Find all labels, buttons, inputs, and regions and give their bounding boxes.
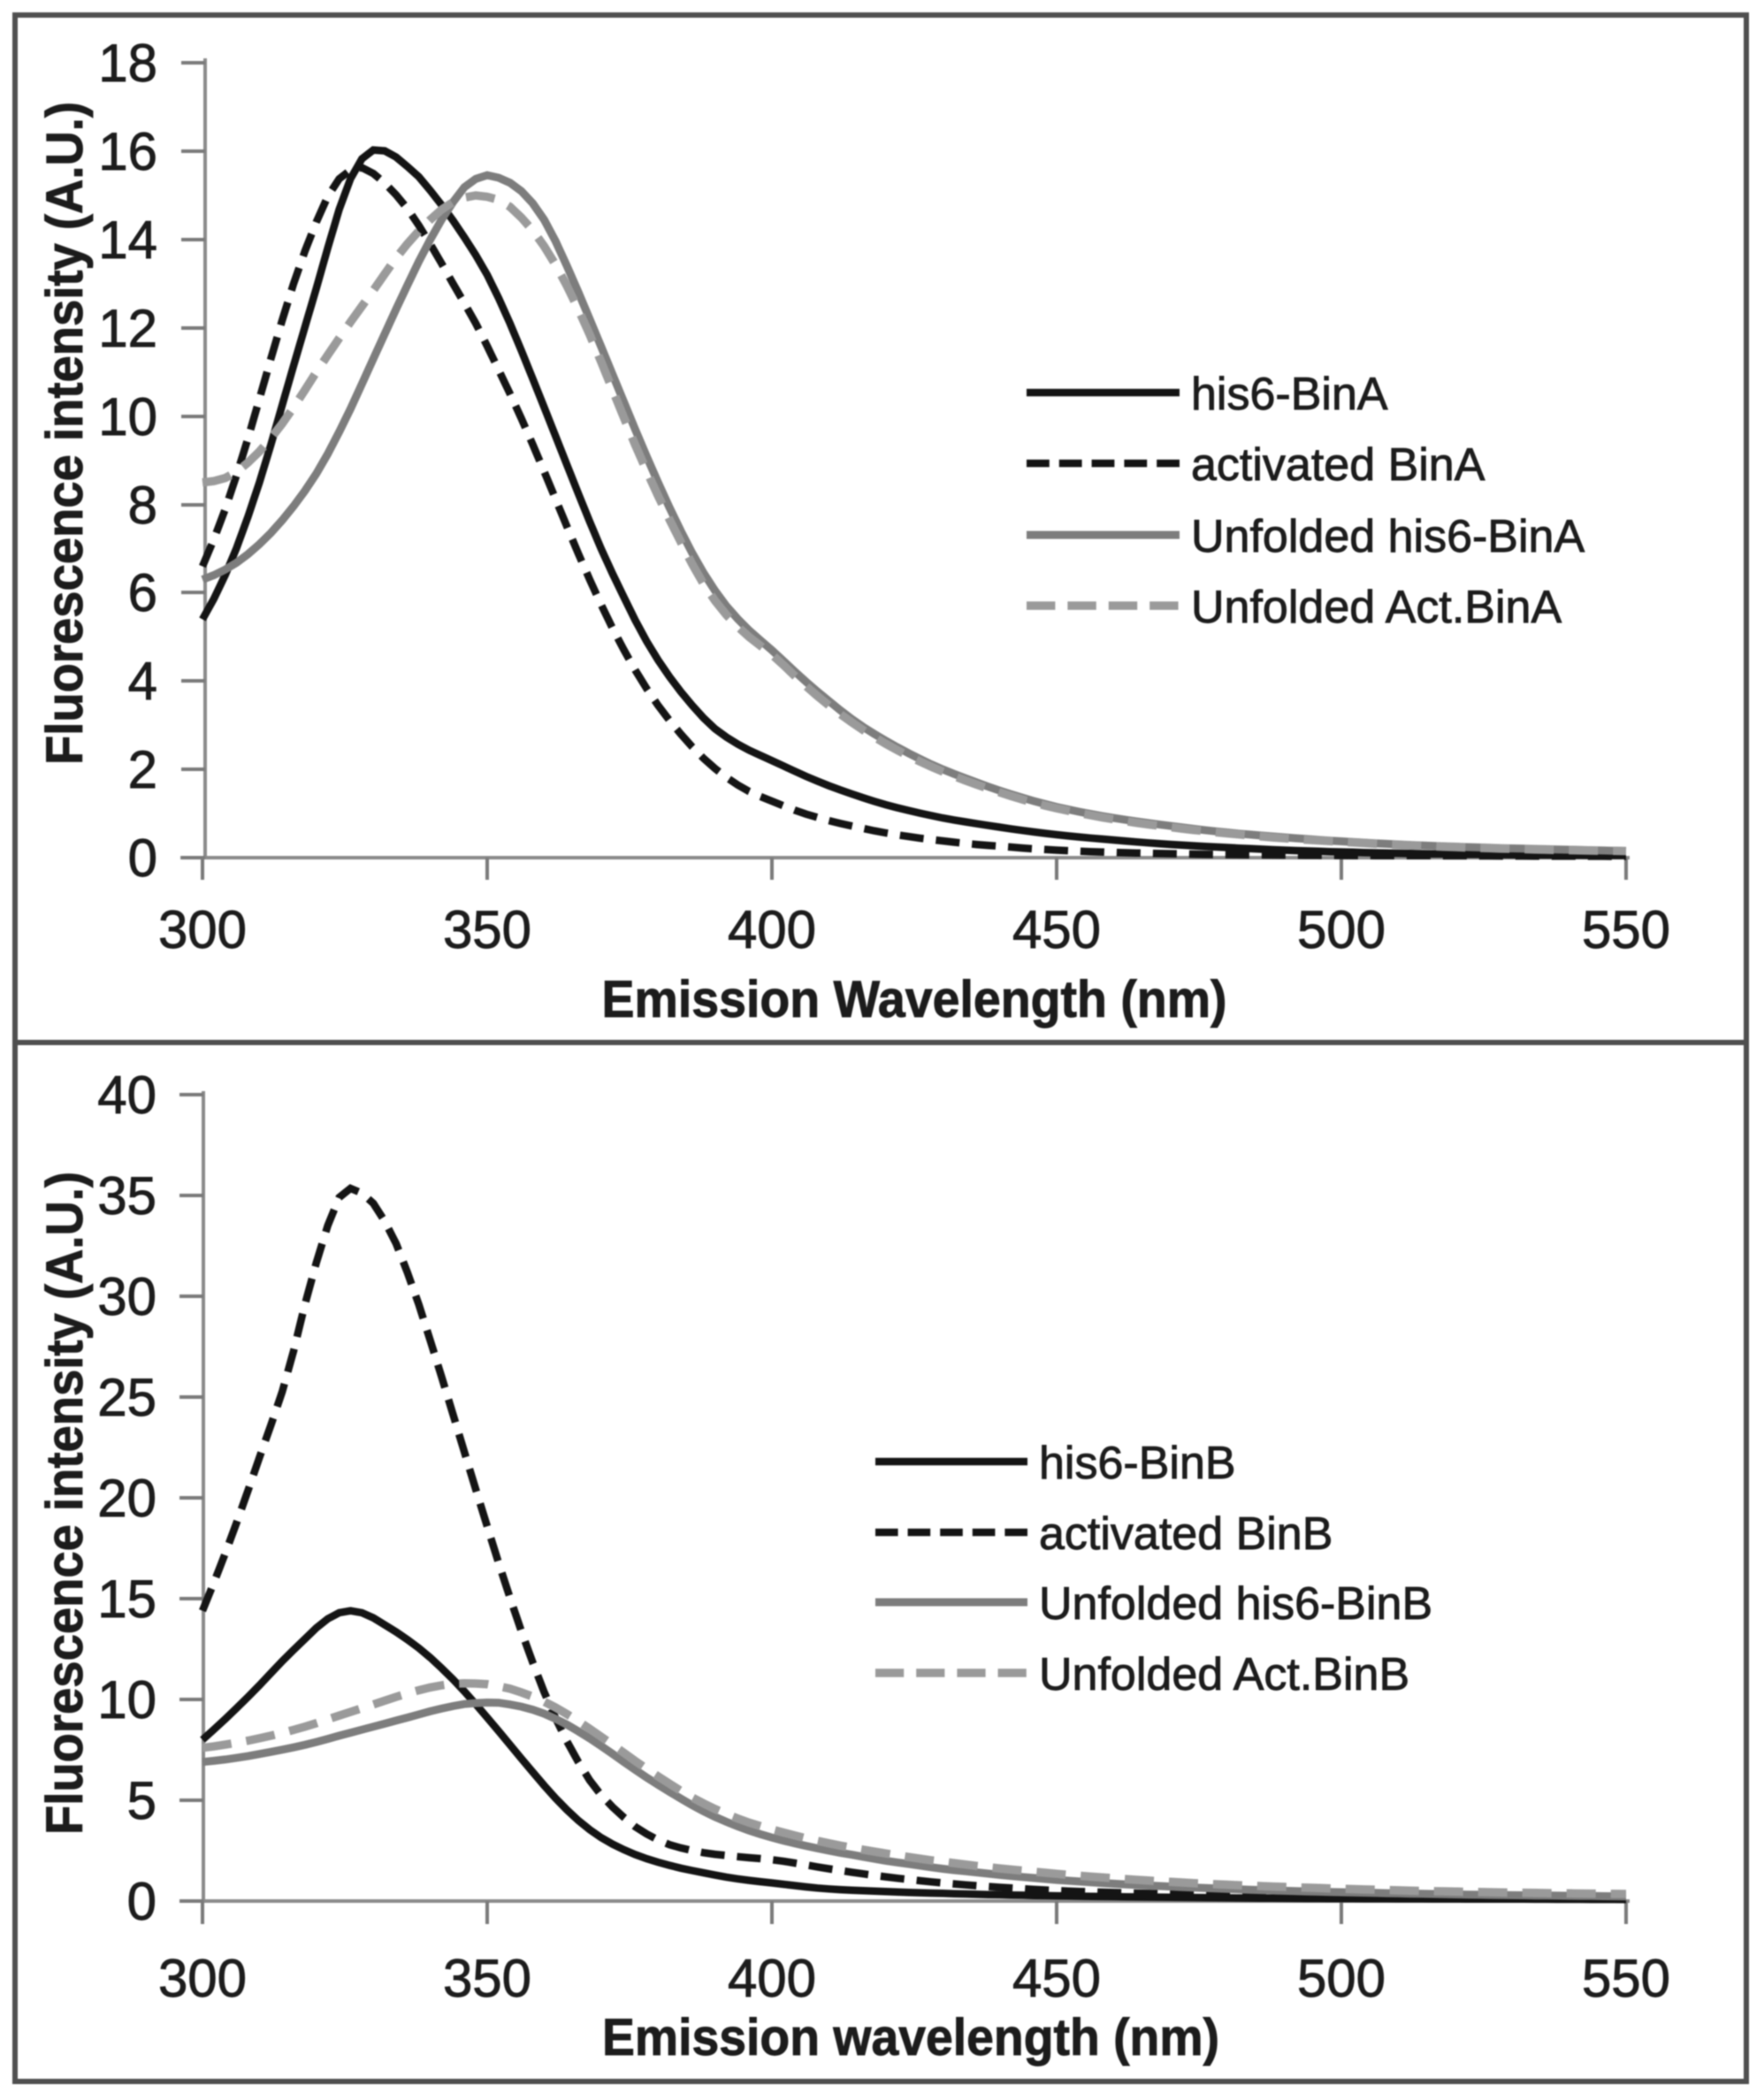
svg-text:Unfolded Act.BinA: Unfolded Act.BinA bbox=[1191, 582, 1562, 633]
svg-text:350: 350 bbox=[443, 1949, 531, 2008]
svg-text:350: 350 bbox=[443, 900, 531, 959]
svg-text:10: 10 bbox=[98, 387, 157, 447]
svg-text:300: 300 bbox=[158, 1949, 247, 2008]
svg-text:activated BinA: activated BinA bbox=[1191, 439, 1485, 491]
svg-text:Unfolded Act.BinB: Unfolded Act.BinB bbox=[1039, 1649, 1409, 1700]
svg-text:550: 550 bbox=[1582, 1949, 1670, 2008]
svg-text:his6-BinB: his6-BinB bbox=[1039, 1438, 1236, 1489]
svg-text:Emission Wavelength (nm): Emission Wavelength (nm) bbox=[602, 971, 1227, 1028]
svg-text:500: 500 bbox=[1297, 900, 1386, 959]
svg-text:14: 14 bbox=[98, 210, 157, 270]
svg-text:15: 15 bbox=[97, 1569, 157, 1629]
svg-text:6: 6 bbox=[128, 563, 157, 622]
svg-text:20: 20 bbox=[97, 1469, 157, 1528]
svg-text:his6-BinA: his6-BinA bbox=[1191, 369, 1388, 420]
svg-text:2: 2 bbox=[128, 740, 157, 799]
svg-text:300: 300 bbox=[158, 900, 247, 959]
svg-text:Fluorescence intensity (A.U.): Fluorescence intensity (A.U.) bbox=[36, 102, 94, 765]
svg-text:16: 16 bbox=[98, 122, 157, 181]
svg-text:0: 0 bbox=[127, 1872, 157, 1931]
svg-text:0: 0 bbox=[128, 829, 157, 888]
svg-text:550: 550 bbox=[1582, 900, 1670, 959]
svg-text:30: 30 bbox=[97, 1267, 157, 1326]
svg-text:5: 5 bbox=[127, 1771, 157, 1830]
svg-text:Fluorescence intensity (A.U.): Fluorescence intensity (A.U.) bbox=[36, 1172, 94, 1835]
svg-text:4: 4 bbox=[128, 652, 157, 711]
svg-text:activated BinB: activated BinB bbox=[1039, 1508, 1333, 1560]
svg-text:Unfolded his6-BinA: Unfolded his6-BinA bbox=[1191, 511, 1585, 562]
svg-text:450: 450 bbox=[1012, 900, 1101, 959]
svg-text:12: 12 bbox=[98, 299, 157, 358]
svg-text:40: 40 bbox=[97, 1065, 157, 1125]
svg-text:400: 400 bbox=[728, 900, 816, 959]
svg-text:Emission wavelength (nm): Emission wavelength (nm) bbox=[602, 2009, 1219, 2066]
svg-text:400: 400 bbox=[728, 1949, 816, 2008]
svg-text:10: 10 bbox=[97, 1670, 157, 1730]
svg-text:35: 35 bbox=[97, 1166, 157, 1226]
svg-text:8: 8 bbox=[128, 476, 157, 535]
svg-text:500: 500 bbox=[1297, 1949, 1386, 2008]
svg-text:Unfolded his6-BinB: Unfolded his6-BinB bbox=[1039, 1578, 1432, 1630]
svg-text:25: 25 bbox=[97, 1368, 157, 1427]
svg-text:18: 18 bbox=[98, 34, 157, 93]
svg-text:450: 450 bbox=[1012, 1949, 1101, 2008]
